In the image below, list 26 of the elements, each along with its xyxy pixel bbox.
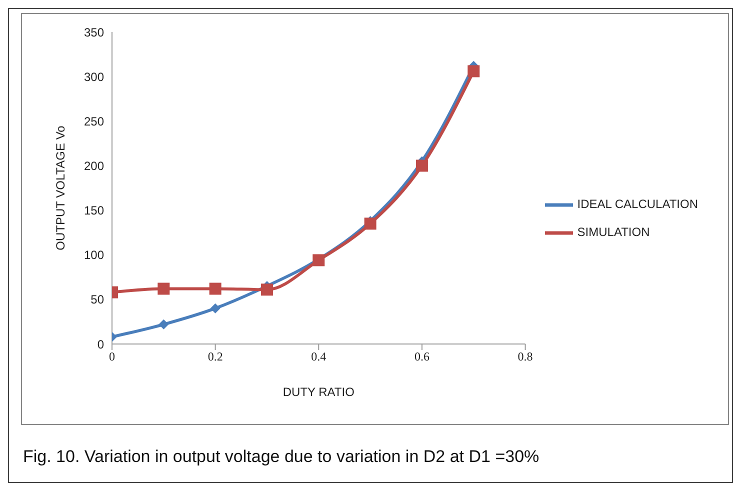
y-tick-label: 0: [97, 337, 104, 352]
y-tick-label: 300: [84, 70, 104, 84]
x-tick-label: 0.2: [208, 350, 223, 364]
point: [468, 65, 480, 78]
y-tick-label: 150: [84, 204, 104, 218]
legend-label: IDEAL CALCULATION: [577, 197, 698, 212]
y-axis-title: OUTPUT VOLTAGE Vo: [53, 125, 68, 250]
x-axis-title: DUTY RATIO: [282, 385, 354, 399]
caption: Fig. 10. Variation in output voltage due to variation in D2 at D1 =30%: [23, 447, 540, 467]
point: [416, 160, 428, 172]
point: [158, 282, 170, 295]
x-tick-label: 0.6: [414, 350, 430, 364]
point: [260, 284, 273, 296]
y-tick-label: 250: [84, 114, 104, 128]
point: [364, 218, 376, 230]
point: [210, 303, 220, 314]
x-tick-label: 0.4: [311, 350, 326, 364]
x-tick-label: 0: [109, 350, 115, 364]
x-tick-label: 0.8: [518, 350, 533, 364]
point: [209, 282, 222, 295]
y-tick-label: 100: [84, 248, 104, 262]
y-tick-label: 200: [84, 158, 104, 173]
legend-label: SIMULATION: [577, 225, 650, 240]
y-tick-label: 50: [90, 292, 104, 307]
point: [158, 319, 169, 330]
y-tick-label: 350: [84, 25, 104, 40]
